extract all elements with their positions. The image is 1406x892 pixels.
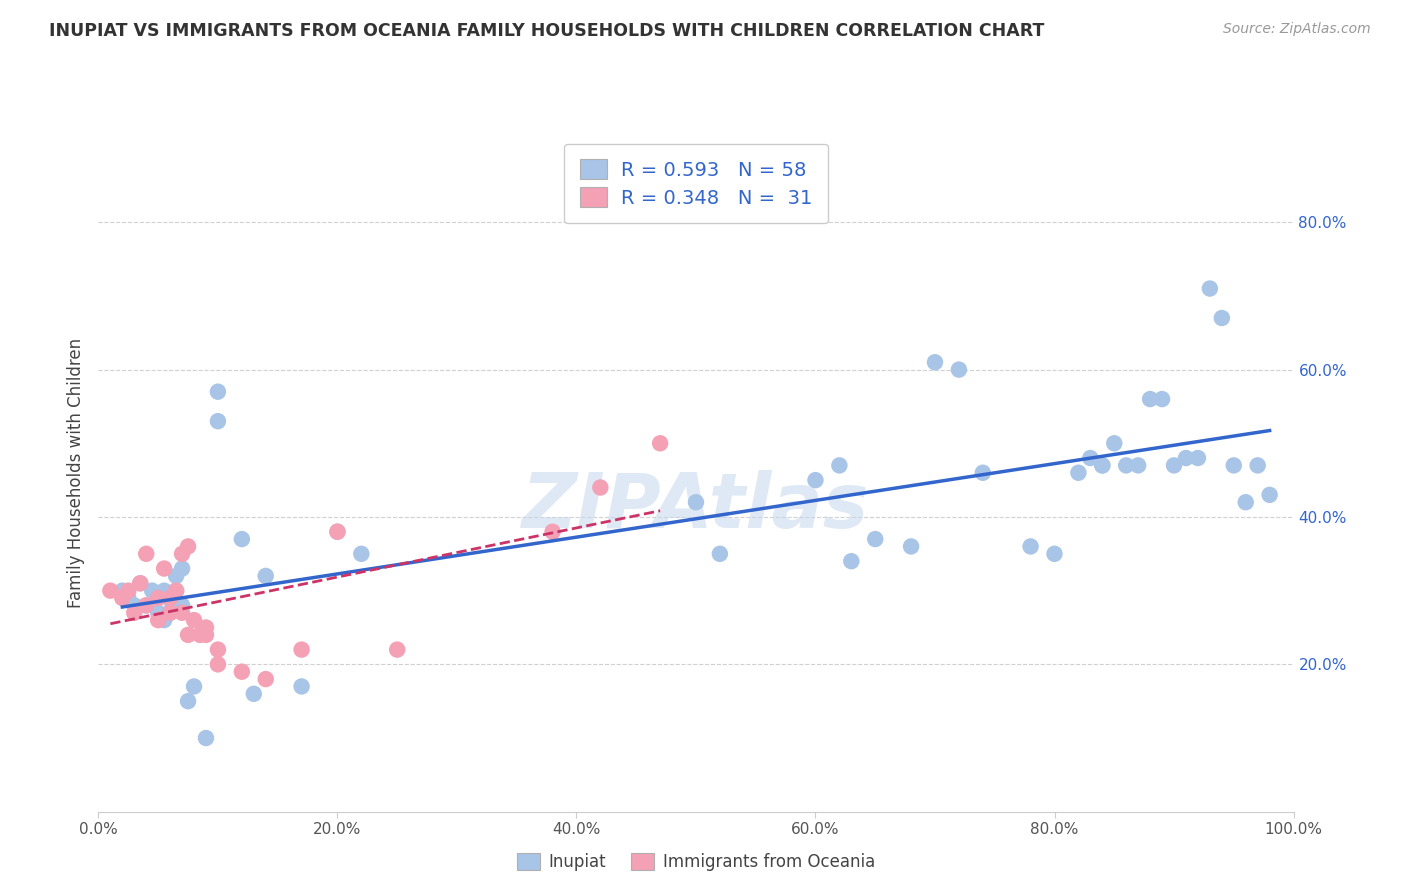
Point <box>207 657 229 672</box>
Point <box>124 606 146 620</box>
Point <box>1163 458 1185 473</box>
Point <box>129 576 152 591</box>
Point <box>117 591 139 605</box>
Y-axis label: Family Households with Children: Family Households with Children <box>66 338 84 607</box>
Point <box>685 495 707 509</box>
Point <box>1139 392 1161 406</box>
Point <box>1258 488 1281 502</box>
Point <box>863 532 886 546</box>
Point <box>165 583 187 598</box>
Point <box>177 694 200 708</box>
Point <box>1128 458 1150 473</box>
Point <box>924 355 946 369</box>
Point <box>165 583 187 598</box>
Point <box>231 665 253 679</box>
Point <box>1198 281 1220 295</box>
Point <box>326 524 349 539</box>
Point <box>948 362 970 376</box>
Point <box>153 561 176 575</box>
Point <box>290 680 312 694</box>
Point <box>98 583 122 598</box>
Point <box>207 642 229 657</box>
Point <box>183 613 205 627</box>
Point <box>350 547 373 561</box>
Point <box>162 599 184 613</box>
Point <box>194 620 217 634</box>
Point <box>541 524 564 539</box>
Point <box>148 591 170 605</box>
Point <box>1091 458 1114 473</box>
Point <box>709 547 731 561</box>
Point <box>172 547 194 561</box>
Point <box>290 642 312 657</box>
Point <box>135 599 157 613</box>
Point <box>111 591 134 605</box>
Point <box>1246 458 1268 473</box>
Point <box>1091 458 1114 473</box>
Point <box>804 473 827 487</box>
Point <box>254 672 277 686</box>
Point <box>159 606 181 620</box>
Point <box>1115 458 1137 473</box>
Point <box>589 481 612 495</box>
Point <box>1234 495 1257 509</box>
Point <box>177 628 200 642</box>
Point <box>148 613 170 627</box>
Point <box>231 532 253 546</box>
Point <box>188 628 211 642</box>
Point <box>1175 450 1198 465</box>
Point <box>135 599 157 613</box>
Point <box>159 591 181 605</box>
Point <box>207 384 229 399</box>
Point <box>1222 458 1246 473</box>
Point <box>207 414 229 428</box>
Point <box>839 554 862 568</box>
Legend: Inupiat, Immigrants from Oceania: Inupiat, Immigrants from Oceania <box>510 847 882 878</box>
Point <box>153 613 176 627</box>
Point <box>194 731 217 745</box>
Text: Source: ZipAtlas.com: Source: ZipAtlas.com <box>1223 22 1371 37</box>
Point <box>243 687 266 701</box>
Point <box>172 599 194 613</box>
Point <box>1080 450 1102 465</box>
Point <box>135 547 157 561</box>
Point <box>165 569 187 583</box>
Point <box>1211 311 1233 326</box>
Point <box>828 458 851 473</box>
Point <box>1150 392 1173 406</box>
Point <box>194 628 217 642</box>
Point <box>159 591 181 605</box>
Point <box>254 569 277 583</box>
Point <box>153 583 176 598</box>
Point <box>129 576 152 591</box>
Point <box>172 606 194 620</box>
Point <box>385 642 409 657</box>
Point <box>159 606 181 620</box>
Point <box>648 436 672 450</box>
Point <box>1102 436 1125 450</box>
Point <box>183 680 205 694</box>
Point <box>148 591 170 605</box>
Point <box>1187 450 1209 465</box>
Point <box>900 540 922 554</box>
Text: ZIPAtlas: ZIPAtlas <box>522 470 870 543</box>
Point <box>117 583 139 598</box>
Point <box>148 606 170 620</box>
Point <box>111 583 134 598</box>
Point <box>1067 466 1090 480</box>
Point <box>124 599 146 613</box>
Point <box>972 466 994 480</box>
Point <box>1043 547 1066 561</box>
Text: INUPIAT VS IMMIGRANTS FROM OCEANIA FAMILY HOUSEHOLDS WITH CHILDREN CORRELATION C: INUPIAT VS IMMIGRANTS FROM OCEANIA FAMIL… <box>49 22 1045 40</box>
Point <box>141 583 163 598</box>
Point <box>326 524 349 539</box>
Point <box>1019 540 1042 554</box>
Point <box>172 561 194 575</box>
Point <box>177 540 200 554</box>
